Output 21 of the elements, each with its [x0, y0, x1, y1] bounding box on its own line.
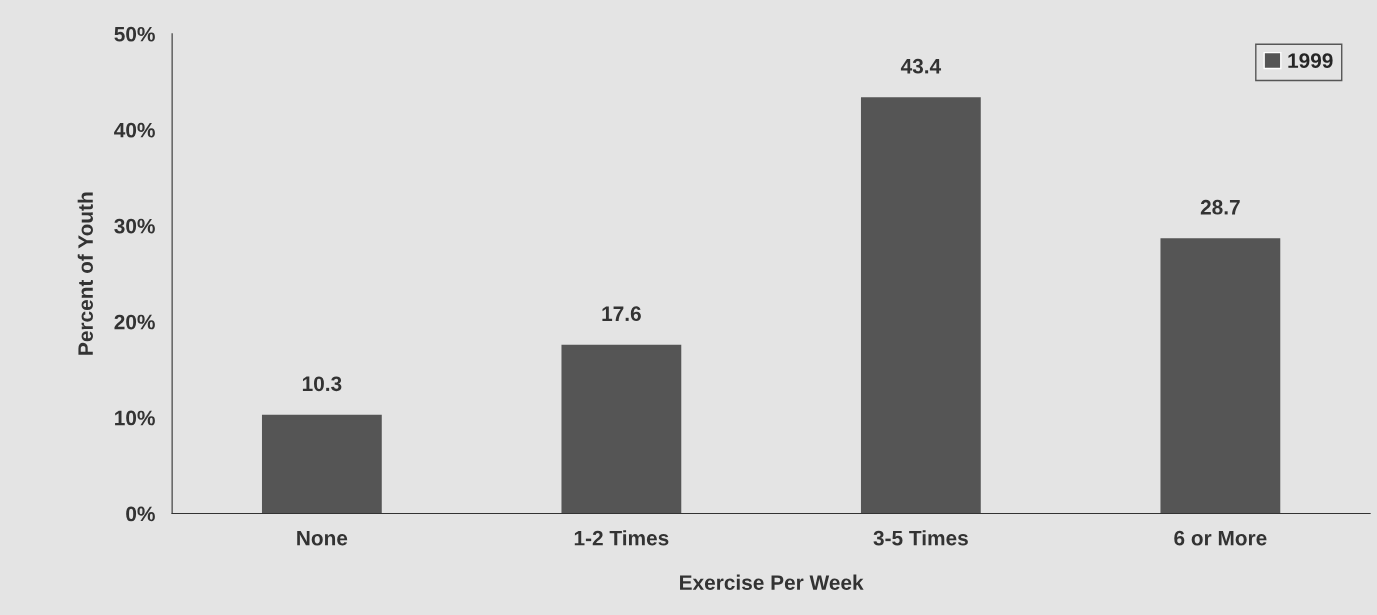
y-tick-label: 50% — [114, 26, 155, 42]
data-label: 43.4 — [900, 58, 942, 74]
x-tick-label: 6 or More — [1174, 530, 1267, 546]
x-tick-label: 1-2 Times — [574, 530, 669, 546]
y-tick-label: 10% — [115, 410, 155, 426]
y-tick-label: 40% — [114, 122, 155, 138]
bar — [860, 97, 981, 514]
x-tick-label: 3-5 Times — [873, 530, 968, 546]
data-label: 17.6 — [602, 306, 641, 322]
data-label: 10.3 — [302, 376, 342, 392]
y-tick-label: 30% — [114, 218, 155, 234]
bar — [261, 414, 382, 514]
legend-label: 1999 — [1288, 53, 1333, 68]
y-tick-label: 0% — [126, 506, 155, 522]
y-axis-title: Percent of Youth — [77, 192, 93, 355]
y-tick-label: 20% — [114, 314, 155, 330]
data-label: 28.7 — [1200, 199, 1240, 215]
bar — [561, 344, 682, 514]
bar — [1160, 238, 1281, 514]
x-tick-label: None — [297, 530, 348, 546]
x-axis-title: Exercise Per Week — [680, 574, 864, 590]
